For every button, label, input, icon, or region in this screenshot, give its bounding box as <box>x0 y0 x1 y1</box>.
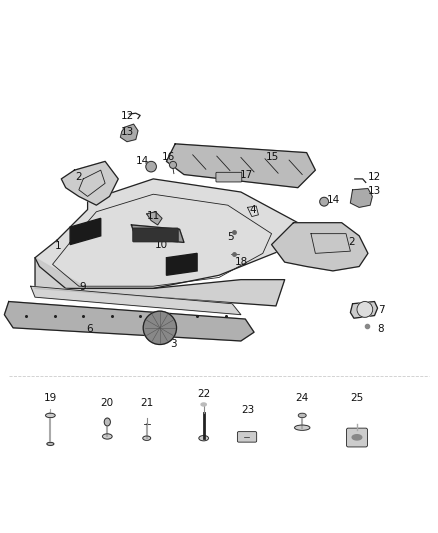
Ellipse shape <box>298 413 306 418</box>
Text: 12: 12 <box>120 111 134 122</box>
Ellipse shape <box>199 435 208 441</box>
Text: 23: 23 <box>241 405 254 415</box>
Text: 22: 22 <box>197 389 210 399</box>
Polygon shape <box>35 179 298 288</box>
Ellipse shape <box>46 413 55 418</box>
Ellipse shape <box>352 435 362 440</box>
Text: 13: 13 <box>120 127 134 136</box>
FancyBboxPatch shape <box>216 172 242 182</box>
Text: 18: 18 <box>235 257 248 267</box>
Text: 20: 20 <box>101 398 114 408</box>
Polygon shape <box>147 212 162 225</box>
Text: 6: 6 <box>86 324 93 334</box>
Polygon shape <box>350 302 378 318</box>
Text: 14: 14 <box>327 195 340 205</box>
Text: 4: 4 <box>250 205 257 215</box>
Text: 17: 17 <box>240 169 253 180</box>
Polygon shape <box>166 253 197 275</box>
Ellipse shape <box>102 434 112 439</box>
Text: 13: 13 <box>368 186 381 196</box>
Text: 9: 9 <box>79 282 86 292</box>
Text: 3: 3 <box>170 340 177 350</box>
FancyBboxPatch shape <box>133 228 178 242</box>
Circle shape <box>320 197 328 206</box>
Ellipse shape <box>201 403 206 406</box>
Polygon shape <box>350 189 372 207</box>
Text: 12: 12 <box>368 172 381 182</box>
Ellipse shape <box>294 425 310 430</box>
Ellipse shape <box>143 436 151 440</box>
Circle shape <box>146 161 156 172</box>
Text: 24: 24 <box>296 393 309 403</box>
Text: 11: 11 <box>147 211 160 221</box>
Text: 25: 25 <box>350 393 364 403</box>
Polygon shape <box>31 286 241 314</box>
FancyBboxPatch shape <box>346 428 367 447</box>
Text: 15: 15 <box>266 152 279 162</box>
Text: 5: 5 <box>227 232 234 242</box>
Polygon shape <box>70 219 101 245</box>
Text: 1: 1 <box>54 241 61 251</box>
Text: 14: 14 <box>136 156 149 166</box>
Polygon shape <box>131 225 184 243</box>
Polygon shape <box>120 124 138 142</box>
Polygon shape <box>166 144 315 188</box>
Polygon shape <box>272 223 368 271</box>
Text: 10: 10 <box>155 240 168 251</box>
Text: 19: 19 <box>44 393 57 403</box>
Circle shape <box>170 161 177 168</box>
Text: 2: 2 <box>348 237 355 247</box>
Text: 8: 8 <box>377 324 384 334</box>
Ellipse shape <box>47 442 54 446</box>
Text: 7: 7 <box>378 305 385 316</box>
Text: 21: 21 <box>140 398 153 408</box>
Circle shape <box>357 302 373 317</box>
Polygon shape <box>35 258 285 306</box>
Polygon shape <box>4 302 254 341</box>
Polygon shape <box>61 161 118 205</box>
Circle shape <box>143 311 177 344</box>
FancyBboxPatch shape <box>237 432 257 442</box>
Text: 2: 2 <box>75 172 82 182</box>
Text: 16: 16 <box>162 152 175 162</box>
Ellipse shape <box>104 418 110 426</box>
